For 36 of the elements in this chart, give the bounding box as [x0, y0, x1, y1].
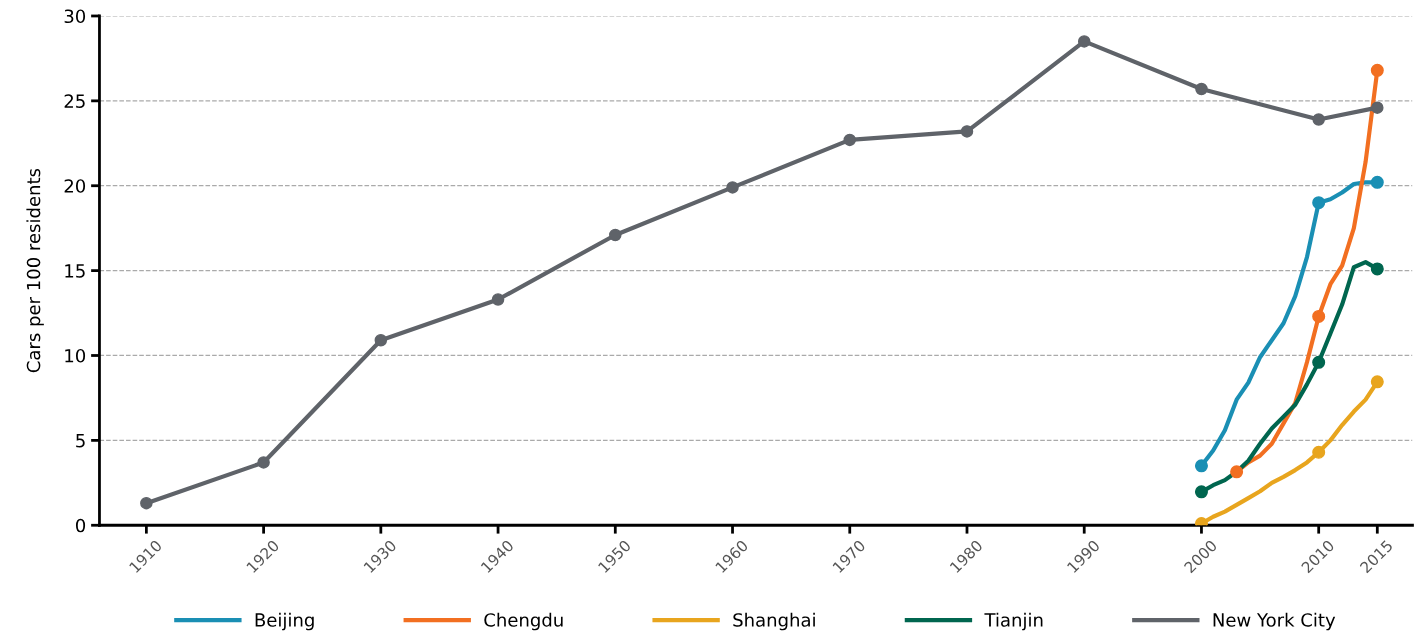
y-tick-label: 20	[64, 179, 86, 193]
point	[1077, 35, 1091, 48]
y-tick-label: 25	[64, 94, 85, 108]
point	[1230, 465, 1244, 479]
point	[609, 228, 622, 242]
legend-label: Tianjin	[984, 612, 1043, 631]
point	[491, 293, 505, 306]
point	[1312, 113, 1325, 126]
legend-label: Shanghai	[733, 612, 815, 631]
y-axis-title: Cars per 100 residents	[26, 168, 44, 373]
y-tick-label: 10	[65, 348, 86, 363]
legend-label: New York City	[1213, 612, 1336, 631]
legend-label: Chengdu	[484, 612, 563, 631]
point	[1312, 196, 1326, 210]
point	[1312, 309, 1326, 323]
y-tick-label: 15	[65, 264, 85, 278]
y-tick-label: 0	[75, 518, 86, 533]
point	[726, 181, 739, 194]
point	[1370, 262, 1384, 276]
point	[1312, 445, 1326, 459]
point	[1370, 375, 1384, 389]
point	[1370, 175, 1384, 189]
point	[374, 333, 388, 347]
point	[1194, 459, 1208, 473]
y-tick-label: 30	[64, 9, 86, 24]
point	[960, 125, 974, 138]
point	[1195, 82, 1208, 96]
point	[1194, 485, 1208, 499]
point	[257, 456, 270, 469]
legend-label: Beijing	[255, 612, 314, 631]
point	[843, 133, 857, 147]
point	[140, 496, 153, 510]
point	[1370, 63, 1384, 77]
y-tick-label: 5	[76, 434, 85, 448]
point	[1371, 101, 1384, 114]
point	[1312, 355, 1326, 369]
